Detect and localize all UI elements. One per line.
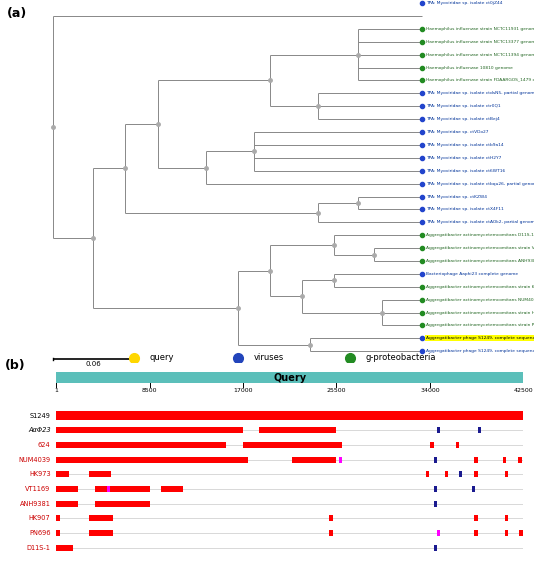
Text: HK973: HK973	[29, 471, 51, 477]
Bar	[474, 530, 478, 536]
Text: viruses: viruses	[254, 353, 284, 362]
Text: Aggregatibacter actinomycetemcomitans ANH9381, complete genome: Aggregatibacter actinomycetemcomitans AN…	[426, 259, 534, 263]
Bar	[434, 545, 437, 550]
Text: Aggregatibacter actinomycetemcomitans D11S-1, complete genome: Aggregatibacter actinomycetemcomitans D1…	[426, 233, 534, 237]
Bar	[56, 486, 78, 492]
Text: Aggregatibacter phage S1249, complete sequence: Aggregatibacter phage S1249, complete se…	[426, 336, 534, 340]
Bar	[329, 530, 333, 536]
Text: TPA: Myoviridae sp. ctVDo27: TPA: Myoviridae sp. ctVDo27	[426, 130, 489, 134]
Bar	[520, 530, 523, 536]
Bar	[434, 486, 437, 492]
Text: 17000: 17000	[233, 388, 253, 393]
Bar	[434, 501, 437, 507]
Text: Haemophilus influenzae strain NCTC13377 genome assembly, chromosome: 1: Haemophilus influenzae strain NCTC13377 …	[426, 40, 534, 44]
Bar	[56, 442, 226, 448]
Bar	[503, 457, 506, 463]
Bar	[56, 372, 523, 383]
Bar	[437, 530, 441, 536]
Text: 42500: 42500	[514, 388, 533, 393]
Text: TPA: Myoviridae sp. isolate ctbqu26, partial genome: TPA: Myoviridae sp. isolate ctbqu26, par…	[426, 181, 534, 186]
Text: Aggregatibacter actinomycetemcomitans strain 624 chromosome, complete genome: Aggregatibacter actinomycetemcomitans st…	[426, 285, 534, 289]
Bar	[519, 457, 522, 463]
Text: 624: 624	[38, 442, 51, 448]
Text: 34000: 34000	[420, 388, 439, 393]
Text: ANH9381: ANH9381	[20, 501, 51, 507]
Text: g-proteobacteria: g-proteobacteria	[366, 353, 436, 362]
Text: TPA: Myoviridae sp. isolate ctr0Q1: TPA: Myoviridae sp. isolate ctr0Q1	[426, 105, 500, 108]
Bar	[95, 501, 150, 507]
Bar	[107, 486, 111, 492]
Bar	[437, 427, 441, 433]
Text: TPA: Myoviridae sp. isolate ctBej4: TPA: Myoviridae sp. isolate ctBej4	[426, 117, 500, 121]
Bar	[430, 442, 434, 448]
Text: Haemophilus influenzae 10810 genome: Haemophilus influenzae 10810 genome	[426, 66, 513, 69]
Bar	[293, 457, 336, 463]
Text: 0.06: 0.06	[85, 361, 101, 367]
Bar	[478, 427, 481, 433]
Bar	[474, 515, 478, 521]
Bar	[329, 515, 333, 521]
Bar	[459, 471, 462, 477]
Bar	[426, 471, 429, 477]
Text: query: query	[150, 353, 174, 362]
Text: Aggregatibacter actinomycetemcomitans strain HK_907 chromosome, complete genome: Aggregatibacter actinomycetemcomitans st…	[426, 311, 534, 315]
Bar	[89, 530, 113, 536]
Bar	[56, 427, 243, 433]
Text: 1: 1	[54, 388, 58, 393]
Text: Haemophilus influenzae strain FDAARGOS_1479 chromosome, complete genome: Haemophilus influenzae strain FDAARGOS_1…	[426, 79, 534, 82]
Text: Aggregatibacter actinomycetemcomitans NUM4039 DNA, complete genome: Aggregatibacter actinomycetemcomitans NU…	[426, 298, 534, 302]
Text: 25500: 25500	[327, 388, 346, 393]
Bar	[474, 471, 478, 477]
Bar	[89, 471, 111, 477]
Text: (b): (b)	[5, 359, 26, 372]
Bar	[474, 457, 478, 463]
Bar	[56, 515, 60, 521]
Text: Aggregatibacter actinomycetemcomitans strain VT1169 chromosome, complete genome: Aggregatibacter actinomycetemcomitans st…	[426, 246, 534, 250]
Text: Query: Query	[273, 373, 307, 383]
Bar	[339, 457, 342, 463]
Text: D11S-1: D11S-1	[27, 545, 51, 551]
Text: Aggregatibacter phage S1249, complete sequence: Aggregatibacter phage S1249, complete se…	[426, 349, 534, 353]
Bar	[56, 501, 78, 507]
Bar	[445, 471, 448, 477]
Bar	[56, 471, 69, 477]
Text: TPA: Myoviridae sp. isolate ct6WT16: TPA: Myoviridae sp. isolate ct6WT16	[426, 169, 505, 173]
Text: TPA: Myoviridae sp. isolate ctdsN5, partial genome: TPA: Myoviridae sp. isolate ctdsN5, part…	[426, 92, 534, 95]
Bar	[434, 457, 437, 463]
Bar	[456, 442, 459, 448]
Text: Haemophilus influenzae strain NCTC11394 genome assembly, chromosome: 1: Haemophilus influenzae strain NCTC11394 …	[426, 53, 534, 57]
Text: S1249: S1249	[30, 412, 51, 419]
Text: 8500: 8500	[142, 388, 158, 393]
Text: PN696: PN696	[29, 530, 51, 536]
Bar	[472, 486, 475, 492]
Bar	[89, 515, 113, 521]
Bar	[243, 442, 342, 448]
Text: TPA: Myoviridae sp. isolate ct0jZ44: TPA: Myoviridae sp. isolate ct0jZ44	[426, 1, 502, 5]
Bar	[95, 486, 150, 492]
Bar	[505, 515, 508, 521]
Text: TPA: Myoviridae sp. ctKZW4: TPA: Myoviridae sp. ctKZW4	[426, 194, 487, 198]
Text: AαΦ23: AαΦ23	[28, 427, 51, 433]
Bar	[56, 545, 73, 550]
Text: Haemophilus influenzae strain NCTC11931 genome assembly, chromosome: 1: Haemophilus influenzae strain NCTC11931 …	[426, 27, 534, 31]
Bar	[56, 457, 248, 463]
Text: TPA: Myoviridae sp. isolate ctH2Y7: TPA: Myoviridae sp. isolate ctH2Y7	[426, 156, 501, 160]
Bar	[56, 530, 60, 536]
Bar	[56, 411, 523, 420]
Text: TPA: Myoviridae sp. isolate ctAOk2, partial genome: TPA: Myoviridae sp. isolate ctAOk2, part…	[426, 220, 534, 224]
Bar	[505, 530, 508, 536]
Text: TPA: Myoviridae sp. isolate ctb9a14: TPA: Myoviridae sp. isolate ctb9a14	[426, 143, 504, 147]
Text: NUM4039: NUM4039	[19, 457, 51, 463]
Text: VT1169: VT1169	[25, 486, 51, 492]
Bar	[505, 471, 508, 477]
Text: Bacteriophage Aaphi23 complete genome: Bacteriophage Aaphi23 complete genome	[426, 272, 518, 276]
Bar	[260, 427, 336, 433]
Text: (a): (a)	[7, 7, 27, 20]
Text: TPA: Myoviridae sp. isolate ctX4F11: TPA: Myoviridae sp. isolate ctX4F11	[426, 207, 504, 211]
Bar	[161, 486, 183, 492]
Text: Aggregatibacter actinomycetemcomitans strain PN_696 chromosome, complete genome: Aggregatibacter actinomycetemcomitans st…	[426, 324, 534, 328]
Text: HK907: HK907	[29, 515, 51, 521]
